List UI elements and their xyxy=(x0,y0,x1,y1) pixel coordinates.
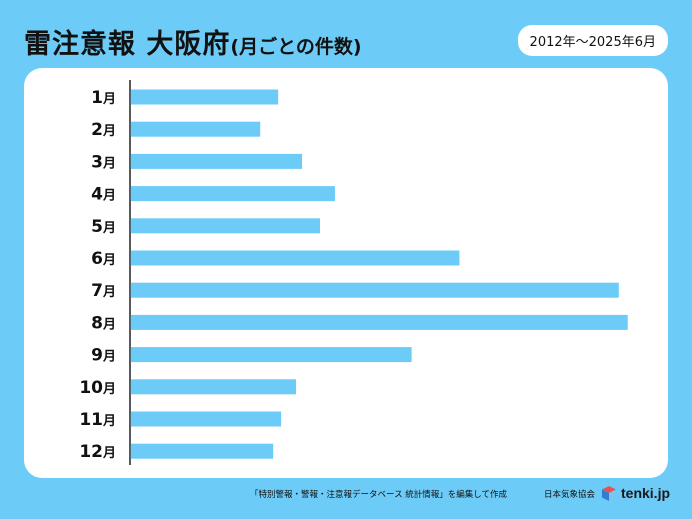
bar xyxy=(130,153,303,169)
organization-name: 日本気象協会 xyxy=(544,490,596,500)
category-label: 6月 xyxy=(91,249,116,269)
category-label: 10月 xyxy=(79,378,116,398)
chart-panel: 1月 2月 3月 4月 5月 6月 7月 8月 9月 10月 11月 12月 xyxy=(24,68,668,478)
bar xyxy=(130,347,412,363)
bar xyxy=(130,218,320,234)
bar xyxy=(130,282,619,298)
bar xyxy=(130,250,460,266)
category-label: 7月 xyxy=(91,281,116,301)
bar-chart: 1月 2月 3月 4月 5月 6月 7月 8月 9月 10月 11月 12月 xyxy=(79,80,628,465)
category-label: 1月 xyxy=(91,88,116,108)
cube-logo-icon xyxy=(602,485,616,501)
header: 雷注意報 大阪府(月ごとの件数) 2012年～2025年6月 xyxy=(0,0,692,68)
category-label: 4月 xyxy=(91,185,116,205)
period-badge: 2012年～2025年6月 xyxy=(517,25,668,56)
category-label: 9月 xyxy=(91,346,116,366)
tenki-logo: tenki.jp xyxy=(601,484,670,502)
category-label: 8月 xyxy=(91,313,116,333)
category-label: 5月 xyxy=(91,217,116,237)
bar xyxy=(130,411,282,427)
title-sub: (月ごとの件数) xyxy=(230,36,362,58)
category-label: 12月 xyxy=(79,442,116,462)
footer: 「特別警報・警報・注意報データベース 統計情報」を編集して作成 日本気象協会 t… xyxy=(0,478,692,519)
bar xyxy=(130,186,335,202)
page-title: 雷注意報 大阪府(月ごとの件数) xyxy=(24,22,362,61)
category-label: 3月 xyxy=(91,152,116,172)
bar xyxy=(130,314,628,330)
bar xyxy=(130,121,261,137)
category-label: 11月 xyxy=(79,410,116,430)
bar xyxy=(130,89,279,105)
brand-name: tenki.jp xyxy=(621,485,671,501)
title-main: 雷注意報 大阪府 xyxy=(24,29,231,60)
source-note: 「特別警報・警報・注意報データベース 統計情報」を編集して作成 xyxy=(250,490,508,500)
bar xyxy=(130,379,297,395)
bar xyxy=(130,443,274,459)
category-label: 2月 xyxy=(91,120,116,140)
